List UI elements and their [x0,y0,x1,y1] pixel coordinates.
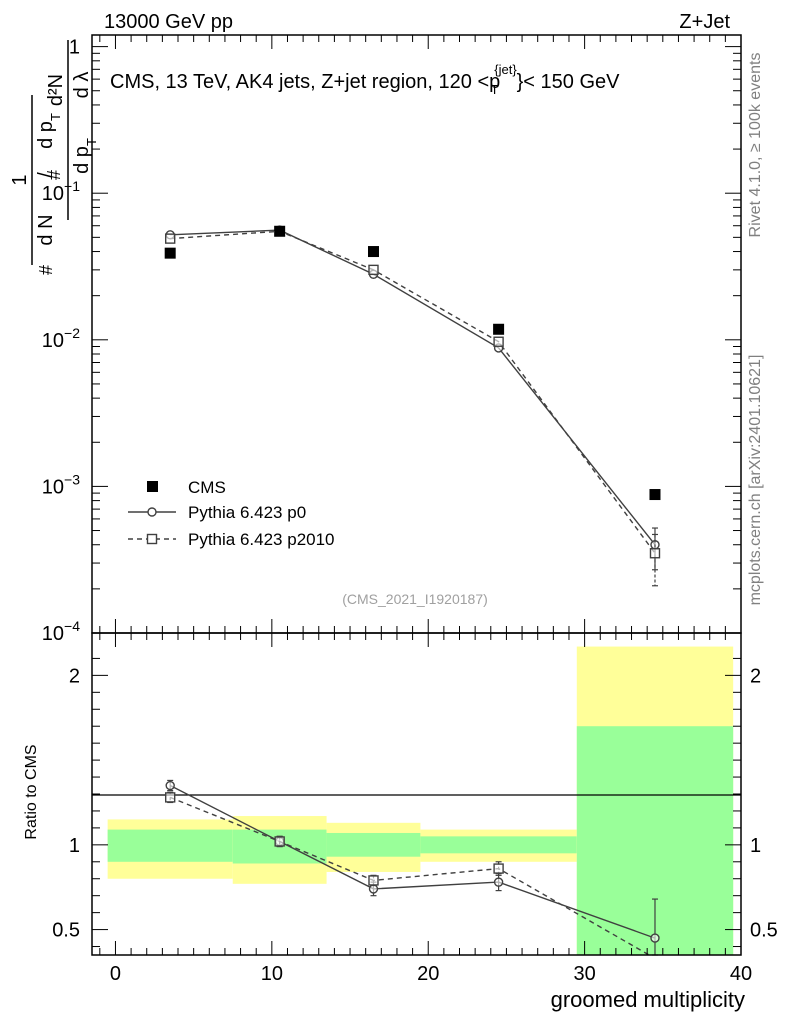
main-ytick-label-4: 1 [69,37,80,59]
ratio-xtick-label-10: 10 [261,963,283,985]
ratio-xtick-label-20: 20 [417,963,439,985]
main-p2010-point-3 [493,336,504,347]
analysis-tag: (CMS_2021_I1920187) [342,591,488,607]
ratio-p2010-point-2 [368,875,379,886]
ratio-band-inner-3 [420,836,577,854]
ylabel-dlambda: d λ [71,72,93,99]
ratio-ytick-label-left-2: 2 [69,665,80,687]
plot-title: CMS, 13 TeV, AK4 jets, Z+jet region, 120… [110,62,620,97]
ratio-band-inner-0 [107,829,233,862]
main-cms-point-2 [367,246,379,258]
plot-title-sup: {jet} [494,62,517,77]
main-ylabel: 1 d N # / d p T # d²N d p T d λ [9,40,99,275]
ratio-ytick-label-right-1: 1 [750,835,761,857]
main-ytick-label-2: 10−2 [42,325,80,352]
main-ytick-label-3: 10−1 [42,178,80,205]
main-p2010-point-0 [164,233,176,244]
header-left: 13000 GeV pp [104,11,233,33]
main-cms-point-3 [493,323,505,335]
plot-title-end: }< 150 GeV [517,71,621,93]
ylabel-dpT: d p [35,121,57,149]
main-p0-line [170,229,656,546]
ratio-bands-layer [107,646,734,955]
legend-cms-marker [147,481,158,492]
ratio-p2010-point-3 [493,863,504,874]
ratio-ytick-label-right-0: 0.5 [750,920,778,942]
ratio-p0-point-3 [493,877,504,887]
main-p2010-point-4 [649,548,661,559]
ratio-ytick-label-right-2: 2 [750,665,761,687]
rivet-version-text: Rivet 4.1.0, ≥ 100k events [747,53,764,238]
main-cms-point-0 [164,247,176,259]
ylabel-T-sub: T [48,113,63,121]
ylabel-slash: / [35,172,57,178]
legend-p2010-label: Pythia 6.423 p2010 [188,530,335,549]
ratio-p2010-point-1 [274,836,285,847]
main-panel: 10−4 10−3 10−2 10−1 1 [42,34,742,645]
ylabel-dN: d N [35,214,57,245]
main-cms-point-1 [274,225,286,237]
ratio-ytick-label-left-0: 0.5 [52,920,80,942]
legend-cms-label: CMS [188,478,226,497]
main-p2010-point-2 [368,264,379,276]
plot-title-sub: T [491,82,499,97]
xlabel: groomed multiplicity [551,987,745,1012]
main-ytick-label-0: 10−4 [42,618,80,645]
ylabel-hash-1: # [36,265,56,275]
ratio-panel: 0 10 20 30 40 0.5 0.5 1 1 2 2 [52,632,778,985]
legend: CMS Pythia 6.423 p0 Pythia 6.423 p2010 [128,478,335,549]
legend-p0-marker [147,507,157,517]
plot-title-main: CMS, 13 TeV, AK4 jets, Z+jet region, 120… [110,71,500,93]
main-ytick-label-1: 10−3 [42,471,80,498]
ylabel-hash-2: # [44,170,64,180]
ratio-xtick-label-0: 0 [110,963,121,985]
header-right: Z+Jet [679,11,730,33]
ratio-p2010-point-0 [164,792,176,803]
ratio-ytick-label-left-1: 1 [69,835,80,857]
ratio-axes-layer: 0 10 20 30 40 0.5 0.5 1 1 2 2 [52,632,778,985]
legend-p0-label: Pythia 6.423 p0 [188,503,306,522]
ratio-p0-point-0 [165,780,175,791]
main-series-layer [164,225,661,587]
ratio-xtick-label-30: 30 [573,963,595,985]
ylabel-dpT-2: d p [71,146,93,174]
main-axes-layer: 10−4 10−3 10−2 10−1 1 [42,34,742,645]
ylabel-d2N: d²N [45,74,67,106]
ratio-xtick-label-40: 40 [730,963,752,985]
mcplots-text: mcplots.cern.ch [arXiv:2401.10621] [747,355,764,606]
ratio-band-inner-2 [326,832,421,857]
ratio-p0-point-4 [650,933,660,943]
main-cms-point-4 [649,489,661,501]
ratio-ylabel: Ratio to CMS [23,744,40,839]
ylabel-numerator: 1 [9,174,31,185]
legend-p2010-marker [146,533,158,545]
ratio-series-layer [164,779,660,956]
